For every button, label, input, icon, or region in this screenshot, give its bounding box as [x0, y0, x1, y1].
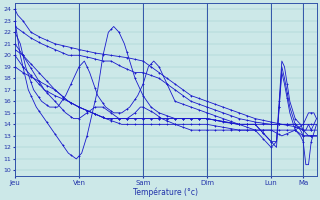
X-axis label: Température (°c): Température (°c)	[133, 187, 198, 197]
